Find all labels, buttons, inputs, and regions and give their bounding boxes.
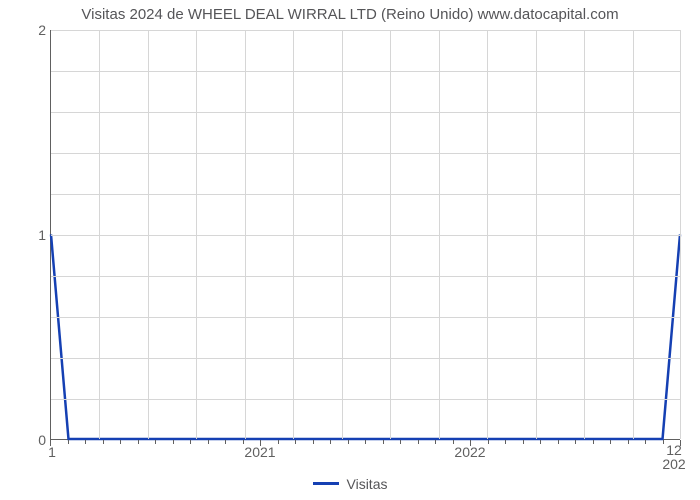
hgrid-minor [51,317,680,318]
vgrid [293,30,294,439]
xtick-minor [593,440,594,444]
xtick-minor [155,440,156,444]
xtick-minor [558,440,559,444]
vgrid [196,30,197,439]
xtick-label-left-edge: 1 [48,444,56,460]
vgrid [342,30,343,439]
xtick-minor [628,440,629,444]
xtick-minor [138,440,139,444]
hgrid-major [51,30,680,31]
hgrid-minor [51,71,680,72]
xtick-minor [435,440,436,444]
legend-item-visitas: Visitas [313,476,388,492]
vgrid [99,30,100,439]
xtick-minor [243,440,244,444]
xtick-minor [313,440,314,444]
xtick-minor [610,440,611,444]
vgrid [633,30,634,439]
vgrid [439,30,440,439]
plot-area [50,30,680,440]
xtick-label-major: 2021 [244,444,275,460]
chart-container: Visitas 2024 de WHEEL DEAL WIRRAL LTD (R… [0,0,700,500]
xtick-minor [383,440,384,444]
xtick-minor [453,440,454,444]
vgrid [536,30,537,439]
vgrid [148,30,149,439]
hgrid-major [51,235,680,236]
chart-title: Visitas 2024 de WHEEL DEAL WIRRAL LTD (R… [0,6,700,23]
xtick-minor [488,440,489,444]
xtick-minor [575,440,576,444]
xtick-minor [400,440,401,444]
xtick-label-major: 2022 [454,444,485,460]
vgrid [487,30,488,439]
legend-label: Visitas [347,476,388,492]
vgrid-right-edge [680,30,681,439]
xtick-label-right-edge-bottom: 202 [662,456,685,472]
xtick-minor [85,440,86,444]
xtick-minor [663,440,664,444]
ytick-label: 1 [28,227,46,243]
xtick-minor [173,440,174,444]
xtick-minor [540,440,541,444]
xtick-minor [505,440,506,444]
xtick-minor [330,440,331,444]
hgrid-minor [51,194,680,195]
ytick-label: 2 [28,22,46,38]
xtick-minor [103,440,104,444]
hgrid-minor [51,112,680,113]
legend-swatch [313,482,339,485]
hgrid-minor [51,276,680,277]
hgrid-minor [51,399,680,400]
xtick-minor [190,440,191,444]
xtick-minor [295,440,296,444]
xtick-minor [278,440,279,444]
xtick-minor [348,440,349,444]
vgrid [245,30,246,439]
xtick-minor [645,440,646,444]
vgrid [390,30,391,439]
xtick-minor [418,440,419,444]
xtick-minor [365,440,366,444]
hgrid-minor [51,358,680,359]
legend: Visitas [0,472,700,492]
xtick-minor [523,440,524,444]
ytick-label: 0 [28,432,46,448]
vgrid [584,30,585,439]
hgrid-minor [51,153,680,154]
xtick-minor [120,440,121,444]
xtick-minor [68,440,69,444]
xtick-minor [208,440,209,444]
xtick-minor [225,440,226,444]
